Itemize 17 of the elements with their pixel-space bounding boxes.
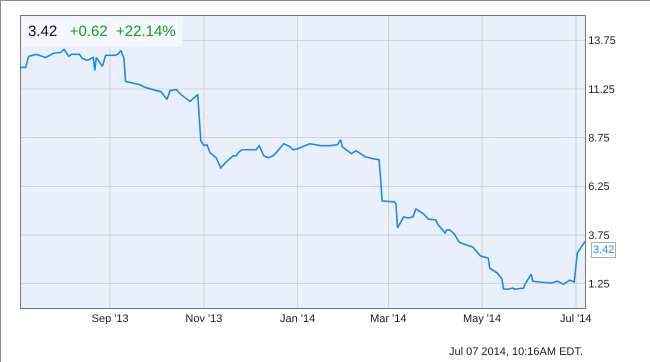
y-tick-label: 11.25 [588, 84, 615, 96]
line-series [21, 48, 585, 290]
x-tick-label: Jan '14 [280, 313, 316, 326]
annotation: 3.42 [593, 244, 614, 256]
x-tick-label: Nov '13 [185, 313, 222, 326]
y-tick-label: 3.75 [588, 230, 610, 242]
text: Jul 07 2014, 10:16AM EDT. [449, 346, 583, 358]
y-tick-label: 6.25 [588, 181, 610, 194]
y-tick-label: 13.75 [588, 35, 616, 48]
text: 3.42 [28, 23, 58, 40]
x-tick-label: Jul '14 [560, 313, 592, 326]
text: +0.62 +22.14% [70, 23, 176, 40]
x-tick-label: Sep '13 [92, 313, 129, 326]
y-tick-label: 8.75 [588, 132, 610, 145]
x-tick-label: May '14 [462, 313, 502, 326]
y-tick-label: 1.25 [588, 278, 610, 291]
x-tick-label: Mar '14 [370, 313, 406, 326]
